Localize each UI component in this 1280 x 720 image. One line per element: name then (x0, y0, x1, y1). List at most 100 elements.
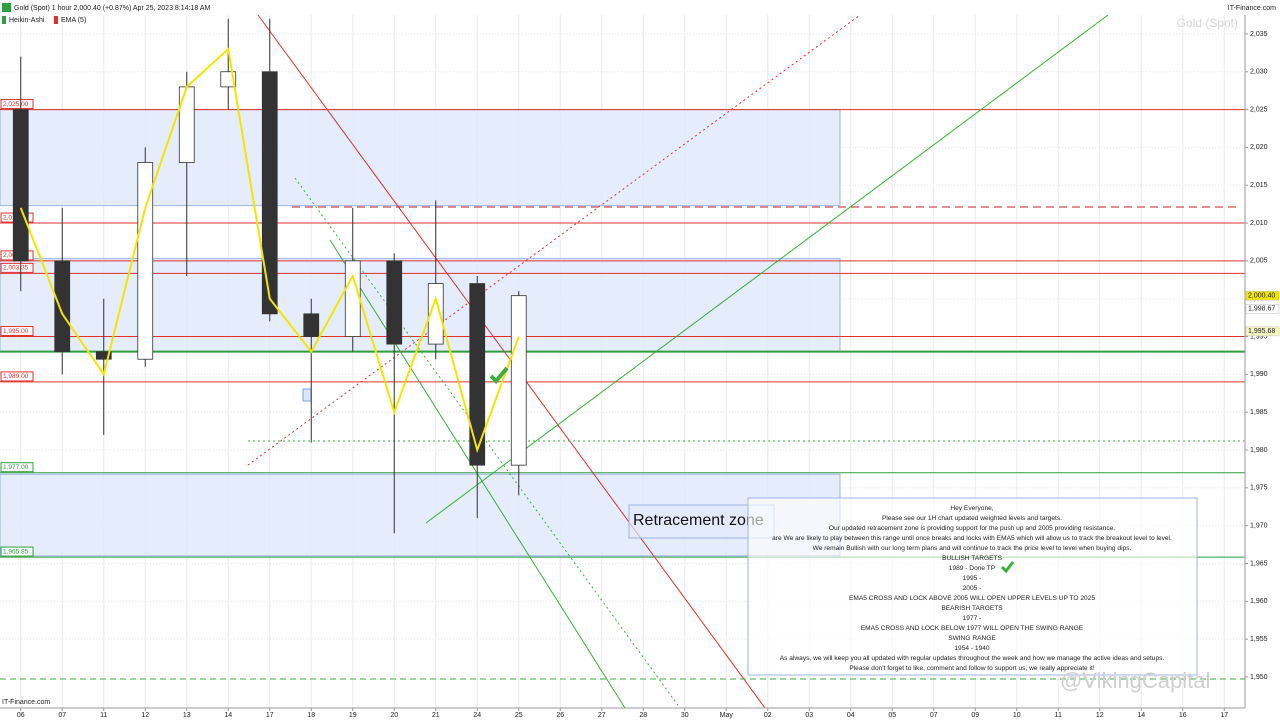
candle-body (469, 283, 486, 466)
logo (2, 3, 11, 12)
candle-body (303, 313, 320, 337)
price-tag-label: 2,000.40 (1248, 293, 1275, 300)
level-tag (0, 326, 34, 337)
level-tag (0, 262, 34, 273)
price-tag-label: 1,998.67 (1248, 306, 1275, 313)
x-tick-label: 18 (307, 712, 315, 719)
note-line: Please don't forget to like, comment and… (849, 665, 1095, 672)
y-tick-label: 2,005 (1250, 258, 1268, 265)
x-tick-label: 03 (805, 712, 813, 719)
y-tick-label: 1,980 (1250, 447, 1268, 454)
x-tick-label: 06 (17, 712, 25, 719)
level-label: 1,995.00 (3, 328, 29, 335)
y-tick-label: 2,020 (1250, 144, 1268, 151)
trend-line (294, 177, 681, 709)
level-label: 1,965.85 (3, 548, 29, 555)
x-tick-label: 26 (556, 712, 564, 719)
note: Hey Everyone, Please see our 1H chart upd… (772, 505, 1172, 672)
header-bg (0, 0, 1280, 15)
y-tick-label: 1,950 (1250, 674, 1268, 681)
y-tick-label: 2,035 (1250, 31, 1268, 38)
candle-body (510, 295, 527, 466)
y-tick-label: 2,030 (1250, 69, 1268, 76)
y-tick-label: 2,025 (1250, 106, 1268, 113)
chart-title: Gold (Spot) 1 hour 2,000.40 (+0.87%) Apr… (14, 5, 210, 12)
check-icon (1000, 561, 1015, 574)
y-tick-label: 1,955 (1250, 636, 1268, 643)
candle-body (386, 260, 403, 345)
candle-body (54, 260, 71, 353)
note-line: SWING RANGE (948, 635, 996, 642)
level-label: 2,025.00 (3, 101, 29, 108)
zone (0, 109, 841, 207)
x-tick-label: May (720, 712, 734, 719)
x-tick-label: 05 (888, 712, 896, 719)
y-tick-label: 1,960 (1250, 598, 1268, 605)
x-tick-label: 24 (473, 712, 481, 719)
levels: 2,025.002,010.002,005.002,003.351,995.00… (0, 99, 1245, 558)
x-tick-label: 14 (1137, 712, 1145, 719)
candle-body (427, 283, 444, 345)
x-tick-label: 19 (349, 712, 357, 719)
x-tick-label: 28 (639, 712, 647, 719)
x-tick-label: 09 (971, 712, 979, 719)
y-tick-label: 2,010 (1250, 220, 1268, 227)
candle-body (137, 162, 154, 360)
x-tick-label: 07 (58, 712, 66, 719)
level-tag (0, 99, 34, 110)
legend-swatch (54, 16, 58, 24)
note-line: 1995 - (963, 575, 982, 582)
x-tick-label: 12 (141, 712, 149, 719)
price-tag (1245, 326, 1280, 337)
y-tick-label: 1,990 (1250, 371, 1268, 378)
y-tick-label: 1,970 (1250, 523, 1268, 530)
y-tick-label: 1,995 (1250, 333, 1268, 340)
note-line: BEARISH TARGETS (941, 605, 1003, 612)
price-tag (1245, 304, 1280, 314)
legend-label: Heikin-Ashi (9, 17, 45, 24)
x-tick-label: 02 (764, 712, 772, 719)
x-tick-label: 16 (1179, 712, 1187, 719)
candle-body (344, 260, 361, 337)
level-tag (0, 546, 34, 557)
note-line: 1954 - 1940 (954, 645, 990, 652)
note-line: We remain Bullish with our long term pla… (813, 545, 1132, 552)
level-label: 1,989.00 (3, 373, 29, 380)
x-tick-label: 27 (598, 712, 606, 719)
note-line: BULLISH TARGETS (942, 555, 1002, 562)
x-tick-label: 20 (390, 712, 398, 719)
note-line: EMA5 CROSS AND LOCK ABOVE 2005 WILL OPEN… (849, 595, 1095, 602)
level-tag (0, 371, 34, 382)
note-line: 2005 - (963, 585, 982, 592)
x-tick-label: 12 (1096, 712, 1104, 719)
check-icon (489, 366, 509, 384)
candle-body (95, 351, 112, 360)
watermark: Gold (Spot) (1177, 16, 1238, 30)
axes: 1,950 1,955 1,960 1,965 1,970 1,975 1,980 1,985… (17, 31, 1280, 719)
note-box (747, 497, 1198, 676)
x-tick-label: 07 (930, 712, 938, 719)
level-tag (0, 462, 34, 473)
note-line: EMA5 CROSS AND LOCK BELOW 1977 WILL OPEN… (861, 625, 1084, 632)
level-label: 2,003.35 (3, 265, 29, 272)
trend-line (247, 14, 861, 466)
note-line: are We are likely to play between this r… (772, 535, 1172, 542)
zones (0, 109, 841, 557)
level-label: 1,977.00 (3, 464, 29, 471)
x-tick-label: 10 (1013, 712, 1021, 719)
footer: IT-Finance.com (2, 699, 50, 706)
x-tick-label: 17 (1220, 712, 1228, 719)
x-tick-label: 17 (266, 712, 274, 719)
note-line: Please see our 1H chart updated weighted… (882, 515, 1062, 522)
note-line: Our updated retracement zone is providin… (829, 525, 1115, 532)
note-line: As always, we will keep you all updated … (780, 655, 1165, 662)
candle-body (261, 71, 278, 315)
ema-line (19, 47, 520, 454)
trend-line (425, 14, 1109, 524)
y-tick-label: 2,015 (1250, 182, 1268, 189)
candle-body (178, 86, 195, 163)
zone (0, 258, 841, 353)
y-tick-label: 1,985 (1250, 409, 1268, 416)
legend-swatch (2, 16, 6, 24)
